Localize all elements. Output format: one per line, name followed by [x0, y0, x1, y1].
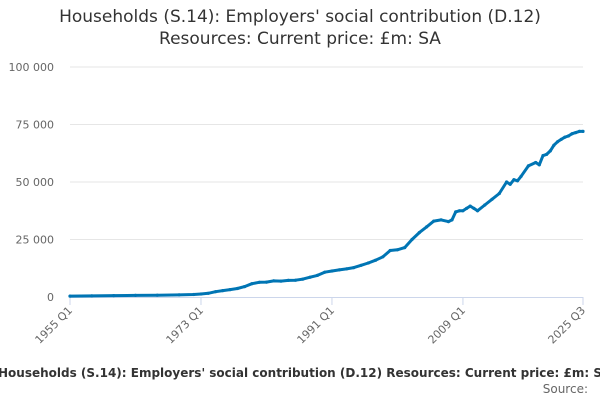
data-point: [439, 218, 443, 222]
data-point: [577, 129, 582, 133]
chart-title-line2: Resources: Current price: £m: SA: [159, 29, 441, 49]
data-point: [294, 278, 298, 282]
data-point: [454, 210, 458, 214]
chart-title: Households (S.14): Employers' social con…: [0, 6, 600, 50]
data-point: [272, 279, 276, 283]
data-point: [264, 280, 269, 284]
series-line: [68, 129, 585, 298]
data-point: [228, 288, 232, 292]
data-point: [505, 180, 509, 184]
y-tick-label: 50 000: [16, 176, 55, 189]
data-point: [461, 209, 465, 213]
data-point: [417, 231, 421, 235]
data-point: [508, 182, 512, 186]
data-point: [344, 267, 349, 271]
data-point: [250, 282, 254, 286]
data-point: [457, 209, 461, 213]
x-tick-label: 2025 Q3: [546, 304, 589, 347]
data-point: [472, 206, 476, 210]
y-axis-ticks: 0 25 000 50 000 75 000 100 000: [9, 61, 55, 304]
data-point: [537, 163, 541, 167]
data-point: [90, 294, 94, 298]
data-point: [213, 290, 218, 294]
data-point: [352, 266, 356, 270]
y-tick-label: 100 000: [9, 61, 55, 74]
data-point: [279, 279, 283, 283]
data-point: [366, 261, 370, 265]
x-tick-label: 1973 Q1: [164, 304, 207, 347]
data-point: [235, 286, 239, 291]
data-point: [526, 164, 531, 168]
data-point: [68, 294, 72, 298]
data-point: [497, 191, 501, 196]
data-point: [512, 178, 516, 182]
data-point: [337, 268, 341, 272]
data-point: [574, 131, 578, 135]
data-point: [548, 149, 552, 153]
data-point: [475, 209, 480, 213]
data-point: [381, 255, 385, 259]
data-point: [490, 197, 494, 201]
data-point: [206, 291, 210, 295]
data-point: [315, 273, 319, 277]
data-point: [468, 204, 472, 208]
data-point: [541, 154, 545, 158]
data-point: [133, 293, 138, 297]
data-point: [410, 237, 414, 242]
data-point: [308, 275, 312, 279]
data-point: [323, 270, 327, 274]
data-point: [192, 292, 196, 297]
data-point: [330, 269, 334, 273]
x-axis: 1955 Q1 1973 Q1 1991 Q1 2009 Q1 2025 Q3: [33, 297, 589, 347]
footer-title: Households (S.14): Employers' social con…: [0, 366, 600, 380]
data-point: [563, 135, 567, 139]
data-point: [515, 179, 520, 183]
data-point: [446, 220, 450, 224]
data-point: [465, 206, 469, 210]
data-point: [177, 293, 181, 297]
data-point: [570, 132, 574, 136]
data-point: [374, 258, 378, 262]
data-point: [286, 278, 290, 282]
data-point: [112, 294, 116, 298]
data-point: [425, 225, 429, 229]
y-tick-label: 25 000: [16, 234, 55, 247]
data-point: [545, 152, 549, 156]
data-point: [257, 280, 261, 284]
data-point: [199, 292, 203, 296]
data-point: [403, 246, 407, 250]
x-tick-label: 1955 Q1: [33, 304, 76, 347]
data-point: [395, 248, 399, 252]
data-point: [359, 263, 363, 267]
data-point: [552, 143, 556, 147]
data-point: [555, 140, 560, 144]
data-point: [221, 289, 225, 293]
footer-source: Source:: [542, 382, 588, 396]
y-tick-label: 0: [47, 291, 54, 304]
data-point: [519, 174, 523, 178]
y-tick-label: 75 000: [16, 119, 55, 132]
data-point: [581, 129, 585, 133]
data-point: [566, 134, 571, 138]
data-point: [388, 248, 392, 253]
x-tick-label: 2009 Q1: [426, 304, 469, 347]
data-point: [450, 218, 454, 222]
grid-lines: [70, 66, 583, 240]
chart-title-line1: Households (S.14): Employers' social con…: [59, 7, 541, 27]
x-tick-label: 1991 Q1: [295, 304, 338, 347]
data-point: [534, 160, 538, 165]
data-point: [559, 137, 563, 141]
data-point: [483, 203, 487, 207]
data-point: [155, 293, 159, 297]
data-point: [301, 277, 305, 281]
series-layer: [68, 129, 585, 298]
data-point: [432, 219, 436, 223]
data-point: [243, 285, 247, 289]
